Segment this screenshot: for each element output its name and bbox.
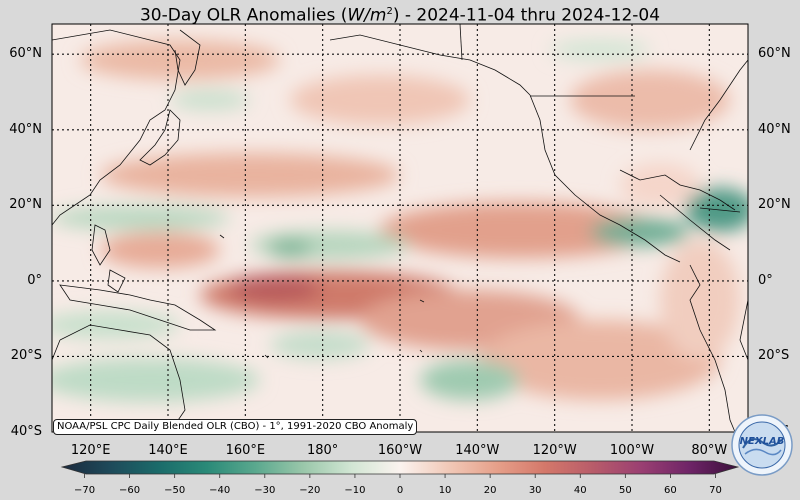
latitude-label: 40°S	[10, 424, 42, 439]
colorbar-tick-label: 20	[483, 485, 497, 496]
nexlab-logo: NEXLAB	[731, 414, 793, 476]
colorbar-tick-label: −60	[119, 485, 141, 496]
longitude-label: 120°W	[532, 443, 577, 458]
longitude-label: 140°W	[455, 443, 500, 458]
latitude-label: 20°S	[758, 348, 790, 364]
colorbar-tick-label: 30	[528, 485, 542, 496]
coastlines	[52, 24, 748, 432]
latitude-label: 60°N	[758, 46, 791, 62]
longitude-label: 120°E	[70, 443, 111, 458]
colorbar-tick-label: 60	[664, 485, 677, 496]
colorbar-tick-label: −30	[254, 485, 276, 496]
latitude-label: 60°N	[9, 46, 42, 62]
colorbar-tick-label: −40	[209, 485, 231, 496]
latitude-label: 20°N	[9, 197, 42, 213]
colorbar	[60, 460, 740, 478]
colorbar-tick-label: 70	[709, 485, 722, 496]
longitude-label: 140°E	[148, 443, 188, 458]
colorbar-tick-label: 50	[618, 485, 632, 496]
longitude-label: 180°	[306, 443, 339, 458]
map-title: 30-Day OLR Anomalies (W/m2) - 2024-11-04…	[139, 5, 661, 26]
longitude-label: 80°W	[691, 443, 728, 458]
graticule	[52, 24, 748, 433]
colorbar-tick-label: 10	[438, 485, 452, 496]
colorbar-tick-label: 40	[573, 485, 587, 496]
latitude-label: 0°	[27, 272, 42, 288]
colorbar-tick-label: −10	[344, 485, 366, 496]
source-annotation: NOAA/PSL CPC Daily Blended OLR (CBO) - 1…	[53, 419, 418, 435]
longitude-label: 100°W	[609, 443, 655, 458]
longitude-label: 160°E	[225, 443, 266, 458]
colorbar-tick-label: 0	[396, 485, 404, 496]
latitude-label: 40°N	[9, 121, 42, 137]
latitude-label: 20°S	[10, 348, 42, 364]
latitude-label: 40°N	[758, 121, 791, 137]
latitude-label: 0°	[758, 272, 773, 288]
longitude-label: 160°W	[377, 443, 423, 458]
colorbar-tick-label: −50	[164, 485, 186, 496]
logo-text: NEXLAB	[740, 436, 785, 447]
colorbar-tick-label: −20	[299, 485, 321, 496]
anomaly-field	[52, 24, 748, 432]
latitude-label: 20°N	[758, 197, 791, 213]
colorbar-tick-label: −70	[73, 485, 96, 496]
